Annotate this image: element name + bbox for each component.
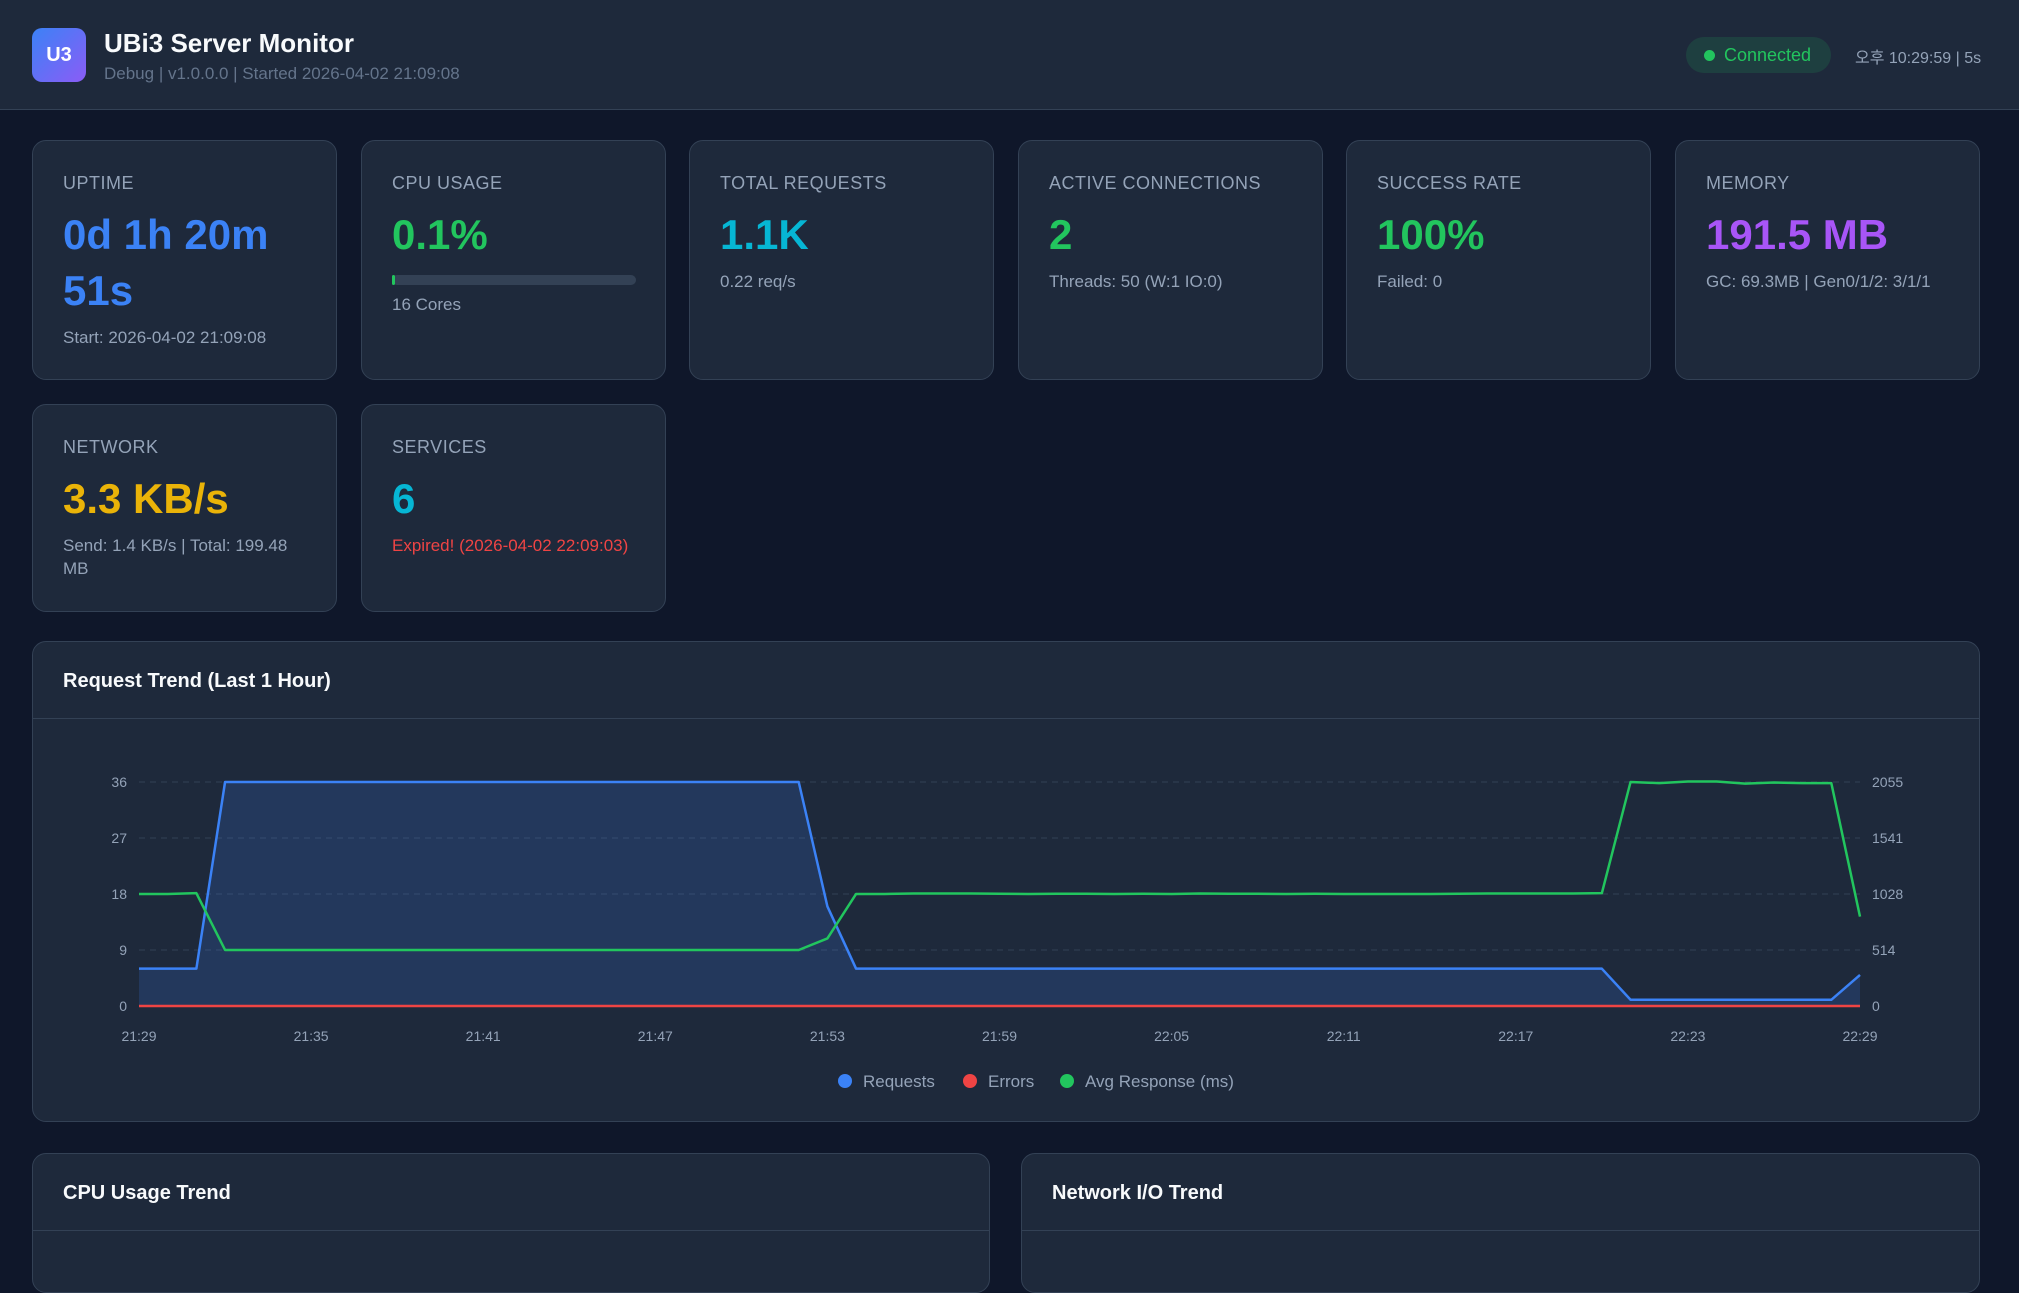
connection-status-label: Connected xyxy=(1724,45,1812,65)
cpu-usage-bar xyxy=(392,275,636,285)
clock-refresh-indicator: 오후 10:29:59 | 5s xyxy=(1855,50,1982,67)
request-trend-panel: Request Trend (Last 1 Hour) 0 9 18 27 36 0 514… xyxy=(32,641,1980,1122)
success-rate-value: 100% xyxy=(1377,211,1485,258)
license-expired-warning: Expired! (2026-04-02 22:09:03) xyxy=(392,536,629,555)
y-left-tick-label: 27 xyxy=(111,830,127,846)
y-left-tick-label: 0 xyxy=(119,998,127,1014)
x-tick-label: 22:17 xyxy=(1498,1028,1533,1044)
uptime-value-line2: 51s xyxy=(63,267,134,314)
panel-title: Request Trend (Last 1 Hour) xyxy=(63,670,331,692)
legend-label: Requests xyxy=(863,1072,935,1091)
card-label: ACTIVE CONNECTIONS xyxy=(1049,173,1262,193)
threads-info: Threads: 50 (W:1 IO:0) xyxy=(1049,272,1223,291)
legend-marker xyxy=(838,1074,852,1088)
request-trend-chart: 0 9 18 27 36 0 514 1028 1541 2055 21:29 21:35 21:41 2… xyxy=(111,774,1903,1091)
network-card: NETWORK 3.3 KB/s Send: 1.4 KB/s | Total:… xyxy=(32,404,337,612)
x-tick-label: 21:47 xyxy=(638,1028,673,1044)
y-right-tick-label: 0 xyxy=(1872,998,1880,1014)
uptime-card: UPTIME 0d 1h 20m 51s Start: 2026-04-02 2… xyxy=(32,140,337,380)
cpu-cores: 16 Cores xyxy=(392,295,461,314)
card-label: SERVICES xyxy=(392,437,487,457)
request-rate: 0.22 req/s xyxy=(720,272,796,291)
cpu-usage-value: 0.1% xyxy=(392,211,488,258)
legend-marker xyxy=(1060,1074,1074,1088)
total-requests-value: 1.1K xyxy=(720,211,809,258)
network-io-trend-panel: Network I/O Trend xyxy=(1021,1153,1980,1293)
network-value: 3.3 KB/s xyxy=(63,475,229,522)
cpu-usage-bar-fill xyxy=(392,275,395,285)
services-value: 6 xyxy=(392,475,416,522)
x-tick-label: 22:11 xyxy=(1327,1028,1361,1044)
failed-count: Failed: 0 xyxy=(1377,272,1443,291)
cpu-trend-panel: CPU Usage Trend xyxy=(32,1153,990,1293)
card-label: TOTAL REQUESTS xyxy=(720,173,887,193)
app-subtitle: Debug | v1.0.0.0 | Started 2026-04-02 21… xyxy=(104,64,460,83)
uptime-value: 0d 1h 20m 51s xyxy=(63,207,268,319)
x-tick-label: 21:35 xyxy=(294,1028,329,1044)
panel-title: CPU Usage Trend xyxy=(63,1182,231,1204)
panel-divider xyxy=(1022,1230,1979,1231)
gc-info: GC: 69.3MB | Gen0/1/2: 3/1/1 xyxy=(1706,272,1931,291)
app-header: U3 UBi3 Server Monitor Debug | v1.0.0.0 … xyxy=(0,0,2019,110)
y-right-tick-label: 2055 xyxy=(1872,774,1903,790)
y-right-tick-label: 1028 xyxy=(1872,886,1903,902)
panel-divider xyxy=(33,1230,989,1231)
panel-title: Network I/O Trend xyxy=(1052,1182,1224,1204)
x-tick-label: 22:05 xyxy=(1154,1028,1189,1044)
x-tick-label: 21:29 xyxy=(121,1028,156,1044)
cpu-usage-card: CPU USAGE 0.1% 16 Cores xyxy=(361,140,666,380)
total-requests-card: TOTAL REQUESTS 1.1K 0.22 req/s xyxy=(689,140,994,380)
card-label: MEMORY xyxy=(1706,173,1790,193)
y-right-tick-label: 1541 xyxy=(1872,830,1903,846)
series-line-avg-response-ms xyxy=(139,780,1862,952)
legend-marker xyxy=(963,1074,977,1088)
x-tick-label: 22:23 xyxy=(1670,1028,1705,1044)
card-label: SUCCESS RATE xyxy=(1377,173,1522,193)
uptime-value-line1: 0d 1h 20m xyxy=(63,211,269,258)
x-tick-label: 21:41 xyxy=(466,1028,501,1044)
status-dot-icon xyxy=(1704,50,1715,61)
card-label: CPU USAGE xyxy=(392,173,503,193)
card-label: NETWORK xyxy=(63,437,159,457)
y-right-tick-label: 514 xyxy=(1872,942,1896,958)
memory-value: 191.5 MB xyxy=(1706,211,1889,258)
legend-label: Errors xyxy=(988,1072,1034,1091)
y-left-tick-label: 18 xyxy=(111,886,127,902)
legend-label: Avg Response (ms) xyxy=(1085,1072,1234,1091)
active-connections-value: 2 xyxy=(1049,211,1073,258)
network-send-line1: Send: 1.4 KB/s | Total: 199.48 xyxy=(63,536,288,555)
connection-status-badge: Connected xyxy=(1686,37,1831,73)
x-tick-label: 22:29 xyxy=(1842,1028,1877,1044)
series-line-requests xyxy=(139,780,1861,1002)
network-send-total: Send: 1.4 KB/s | Total: 199.48 MB xyxy=(63,534,287,580)
x-tick-label: 21:53 xyxy=(810,1028,845,1044)
card-label: UPTIME xyxy=(63,173,135,193)
y-left-tick-label: 36 xyxy=(111,774,127,790)
uptime-start: Start: 2026-04-02 21:09:08 xyxy=(63,328,267,347)
x-tick-label: 21:59 xyxy=(982,1028,1017,1044)
network-send-line2: MB xyxy=(63,559,89,578)
memory-card: MEMORY 191.5 MB GC: 69.3MB | Gen0/1/2: 3… xyxy=(1675,140,1980,380)
app-title: UBi3 Server Monitor xyxy=(104,28,354,58)
success-rate-card: SUCCESS RATE 100% Failed: 0 xyxy=(1346,140,1651,380)
active-connections-card: ACTIVE CONNECTIONS 2 Threads: 50 (W:1 IO… xyxy=(1018,140,1323,380)
services-card: SERVICES 6 Expired! (2026-04-02 22:09:03… xyxy=(361,404,666,612)
app-logo: U3 xyxy=(32,28,86,82)
y-left-tick-label: 9 xyxy=(119,942,127,958)
panel-divider xyxy=(33,718,1979,719)
